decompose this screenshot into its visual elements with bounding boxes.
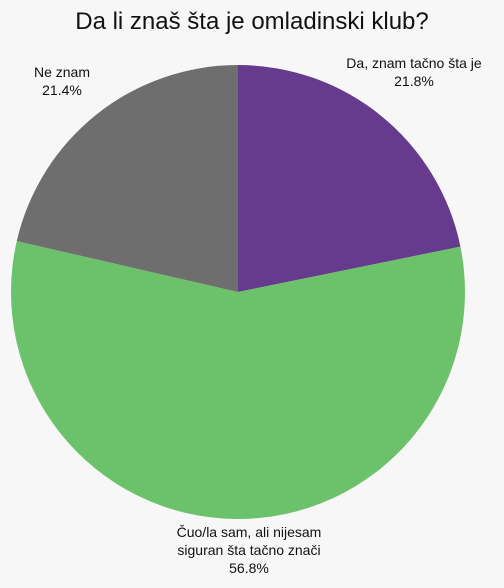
slice-label-3: Ne znam [34, 64, 90, 80]
slice-value-label-2: 56.8% [229, 560, 269, 576]
slice-value-label-1: 21.8% [394, 73, 434, 89]
chart-title: Da li znaš šta je omladinski klub? [75, 8, 429, 35]
pie-labels: Da, znam tačno šta je 21.8% Čuo/la sam, al… [34, 55, 482, 576]
pie-slice-3 [16, 65, 239, 292]
slice-value-label-3: 21.4% [42, 82, 82, 98]
slice-label-2: Čuo/la sam, ali nijesam [177, 524, 322, 540]
slice-label-2: siguran šta tačno znači [177, 542, 320, 558]
slice-label-1: Da, znam tačno šta je [346, 55, 482, 71]
pie-slices [10, 65, 465, 520]
pie-slice-1 [238, 65, 461, 292]
pie-slice-2 [10, 241, 465, 520]
